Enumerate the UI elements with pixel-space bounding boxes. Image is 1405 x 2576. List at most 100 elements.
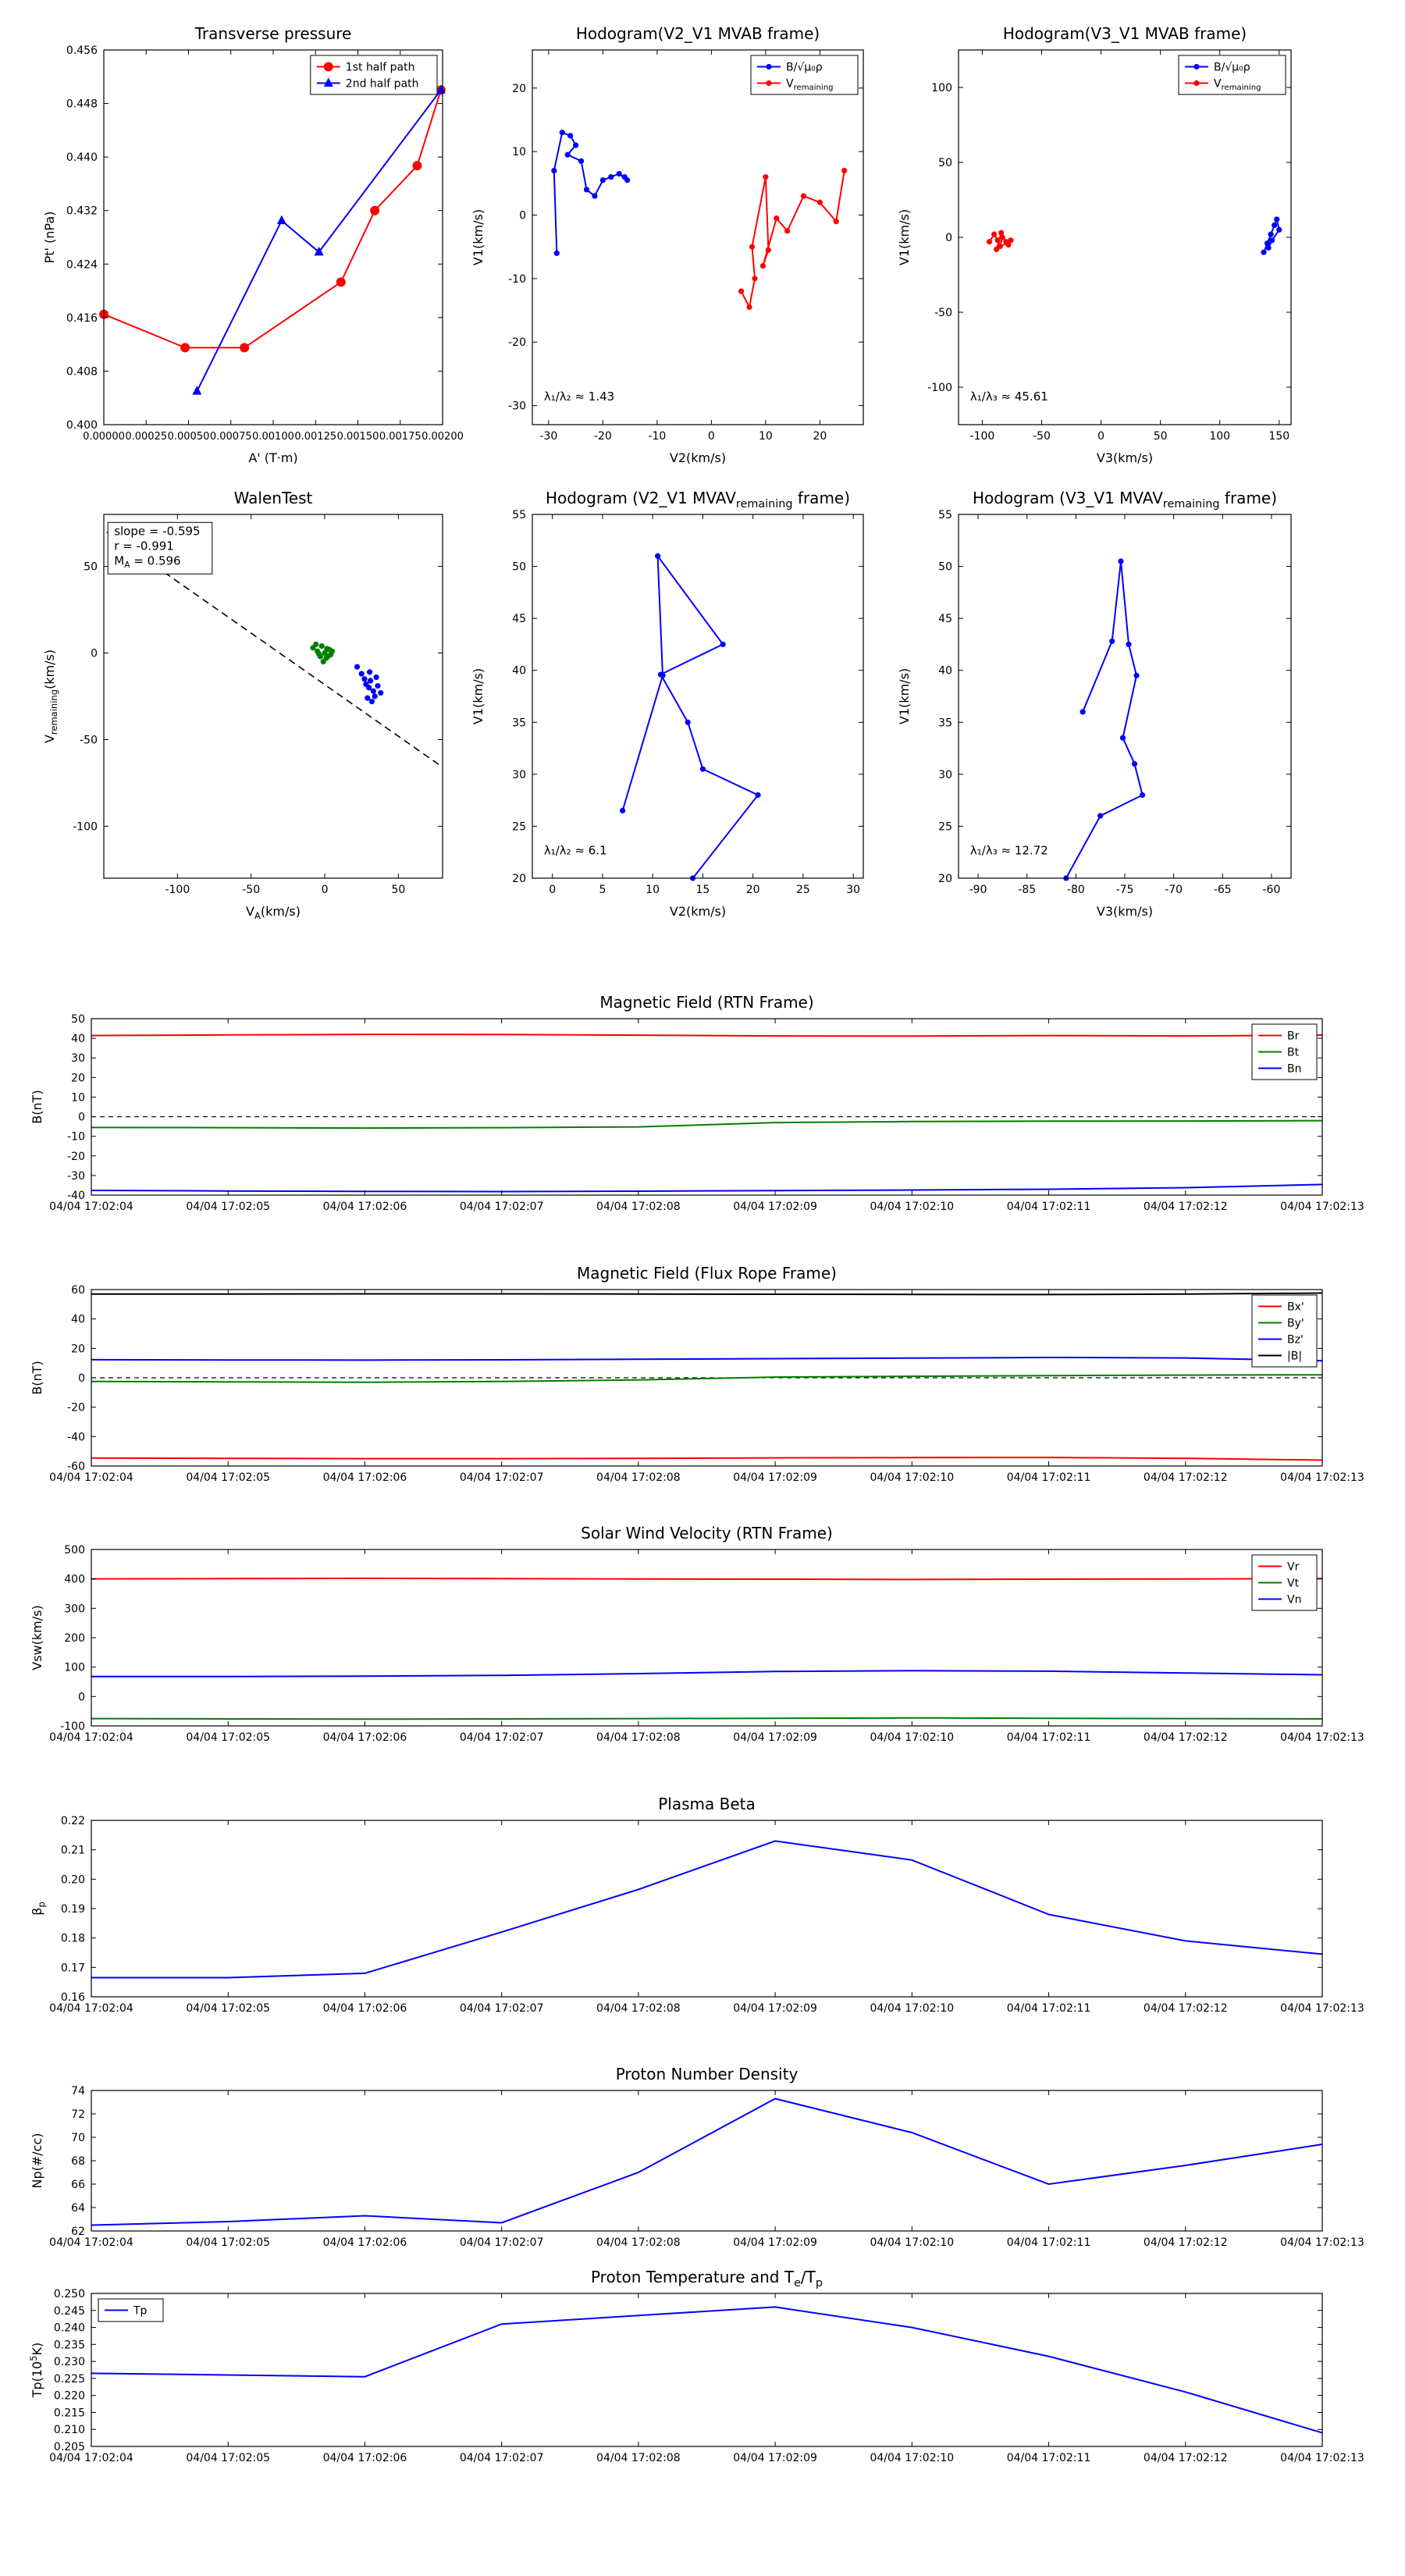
legend-label: Vremaining [786,78,834,93]
marker-dot [699,766,706,772]
y-tick-label: -20 [67,1402,85,1414]
y-tick-label: -20 [67,1151,85,1163]
series-line-s0 [1065,560,1144,879]
series-line-s0 [106,531,440,766]
y-tick-label: -40 [67,1190,85,1202]
series-line-s0 [91,2097,1323,2226]
x-tick-label: 04/04 17:02:13 [1280,1471,1364,1484]
marker-dot [616,171,622,177]
annotation-line: MA = 0.596 [114,553,180,570]
annotation-line: r = -0.991 [114,539,174,553]
y-tick-label: -100 [73,820,98,833]
x-tick-label: 04/04 17:02:12 [1144,1731,1228,1744]
panel-vsw-rtn: 04/04 17:02:04 04/04 17:02:05 04/04 17:02:… [30,1524,1364,1744]
y-tick-label: 30 [512,769,526,781]
marker-dot [366,669,373,675]
axes-frame [91,1820,1323,1998]
panel-bfield-rtn: 04/04 17:02:04 04/04 17:02:05 04/04 17:02:… [30,993,1364,1213]
y-tick-label: 0.240 [54,2322,85,2335]
x-tick-label: 04/04 17:02:10 [870,1731,954,1744]
x-tick-label: 0.00075 [210,431,252,443]
y-tick-label: 500 [64,1544,85,1557]
x-tick-label: 20 [813,430,827,443]
marker-dot [368,699,375,705]
y-tick-label: 400 [64,1574,85,1586]
x-tick-label: 0.00175 [379,431,422,443]
series-line-s0 [91,1840,1323,1979]
x-tick-label: 04/04 17:02:04 [49,1731,133,1744]
marker-dot [620,807,626,814]
x-tick-label: -70 [1165,884,1183,896]
marker-dot [578,158,585,164]
marker-dot [320,659,326,665]
marker-dot [1264,240,1271,247]
marker-dot [749,244,756,250]
y-tick-label: 30 [71,1052,85,1065]
x-tick-label: 04/04 17:02:09 [733,2002,817,2015]
x-tick-label: 150 [1268,430,1289,443]
x-tick-label: 04/04 17:02:05 [186,1201,270,1213]
y-tick-label: 200 [64,1632,85,1645]
marker-dot [358,671,365,677]
y-axis-label: Np(#/cc) [30,2133,44,2189]
panel-walen-test: -100 -50 0 50 -100 -50 0 50 WalenTest VA(km/s) Vre… [42,489,443,921]
marker-dot [1268,231,1274,237]
panel-title: Plasma Beta [658,1795,756,1813]
x-tick-label: -100 [970,430,995,443]
series-line-B/√μ₀ρ [553,131,628,254]
x-tick-label: 0.00025 [125,431,167,443]
x-tick-label: 04/04 17:02:08 [596,2452,681,2464]
marker-dot [373,674,379,681]
marker-dot [553,250,560,256]
marker-dot [1097,813,1104,819]
marker-dot [1133,672,1140,678]
marker-dot [559,130,565,136]
marker-dot [1131,760,1138,767]
y-tick-label: 50 [938,561,952,574]
y-tick-label: 40 [71,1314,85,1326]
axes-frame [958,49,1292,425]
x-tick-label: 04/04 17:02:08 [596,2002,681,2015]
y-tick-label: 0.16 [61,1991,85,2004]
y-tick-label: 20 [71,1072,85,1084]
panel-proton-temp: 04/04 17:02:04 04/04 17:02:05 04/04 17:02:… [28,2268,1364,2464]
y-tick-label: 0.220 [54,2390,85,2403]
marker-dot [365,695,371,701]
y-tick-label: 68 [71,2155,85,2168]
y-tick-label: 0.448 [66,98,98,111]
marker-dot [1008,237,1014,244]
x-tick-label: 04/04 17:02:05 [186,2236,270,2249]
y-axis-label: B(nT) [30,1361,44,1394]
series-line-Tp [91,2306,1323,2434]
x-tick-label: 04/04 17:02:06 [323,1201,407,1213]
series-line-Bx' [91,1457,1323,1461]
axes-frame [91,2293,1323,2447]
y-tick-label: -100 [927,382,952,394]
y-tick-label: 0 [519,210,526,222]
x-tick-label: 15 [696,884,710,896]
y-tick-label: 300 [64,1603,85,1615]
x-tick-label: -65 [1214,884,1232,896]
annotation-text: λ₁/λ₂ ≈ 6.1 [544,844,607,858]
series-line-Bt [91,1119,1323,1130]
series-line-s0 [621,553,759,879]
x-tick-label: 0.00125 [294,431,336,443]
marker-dot [752,276,758,282]
marker-triangle [314,246,324,256]
marker-dot [1269,237,1275,244]
x-tick-label: 20 [746,884,760,896]
legend-label: Bn [1287,1063,1301,1076]
marker-dot [621,174,628,180]
axes-frame [532,514,864,879]
marker-dot [765,247,771,253]
marker-triangle [436,84,446,94]
x-tick-label: 04/04 17:02:11 [1007,2236,1091,2249]
x-tick-label: 04/04 17:02:09 [733,2236,817,2249]
y-tick-label: 0.408 [66,365,98,378]
marker-dot [608,174,614,180]
marker-dot [746,304,752,311]
marker-circle [412,161,422,171]
x-tick-label: 04/04 17:02:09 [733,1471,817,1484]
y-tick-label: 35 [512,717,526,729]
x-tick-label: 04/04 17:02:13 [1280,1731,1364,1744]
